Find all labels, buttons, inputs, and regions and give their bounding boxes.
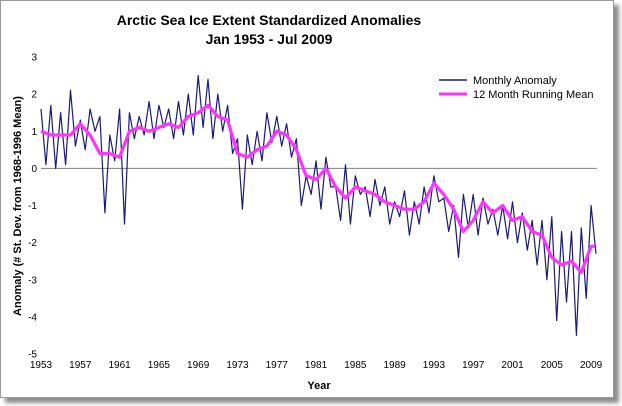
- y-tick-label: -1: [28, 201, 37, 212]
- chart-subtitle: Jan 1953 - Jul 2009: [206, 31, 333, 47]
- chart-canvas: Arctic Sea Ice Extent Standardized Anoma…: [12, 12, 603, 392]
- y-tick-label: 1: [31, 127, 37, 138]
- x-tick-label: 1981: [305, 360, 328, 371]
- plot-area: [41, 57, 597, 354]
- y-tick-label: -2: [28, 238, 37, 249]
- x-tick-label: 1989: [384, 360, 407, 371]
- legend: Monthly Anomaly 12 Month Running Mean: [439, 75, 593, 101]
- x-tick-label: 2005: [541, 360, 564, 371]
- x-axis: 1953 1957 1961 1965 1969 1973 1977 1981 1985 1989…: [30, 360, 603, 371]
- y-tick-label: -5: [28, 350, 37, 361]
- x-axis-label: Year: [307, 380, 331, 392]
- x-tick-label: 1973: [226, 360, 249, 371]
- x-tick-label: 1993: [423, 360, 446, 371]
- y-axis: 3 2 1 0 -1 -2 -3 -4 -5: [28, 53, 37, 361]
- legend-label-monthly: Monthly Anomaly: [473, 75, 557, 87]
- y-tick-label: -4: [28, 312, 37, 323]
- x-tick-label: 1985: [344, 360, 367, 371]
- series-layer: [40, 74, 597, 336]
- x-tick-label: 1961: [108, 360, 131, 371]
- y-tick-label: 2: [31, 90, 37, 101]
- chart-title: Arctic Sea Ice Extent Standardized Anoma…: [117, 12, 422, 28]
- x-tick-label: 1957: [69, 360, 92, 371]
- chart-frame: Arctic Sea Ice Extent Standardized Anoma…: [0, 0, 614, 398]
- series-line-running-mean: [40, 103, 595, 274]
- y-axis-label: Anomaly (# St. Dev. from 1968-1996 Mean): [12, 96, 24, 316]
- y-tick-label: -3: [28, 275, 37, 286]
- x-tick-label: 1965: [148, 360, 171, 371]
- series-line-monthly-anomaly: [40, 74, 597, 336]
- y-tick-label: 3: [31, 53, 37, 64]
- x-tick-label: 1977: [266, 360, 289, 371]
- x-tick-label: 1953: [30, 360, 53, 371]
- x-tick-label: 1997: [462, 360, 485, 371]
- x-tick-label: 2009: [580, 360, 603, 371]
- legend-label-running-mean: 12 Month Running Mean: [473, 89, 593, 101]
- y-tick-label: 0: [31, 164, 37, 175]
- x-tick-label: 2001: [501, 360, 524, 371]
- x-tick-label: 1969: [187, 360, 210, 371]
